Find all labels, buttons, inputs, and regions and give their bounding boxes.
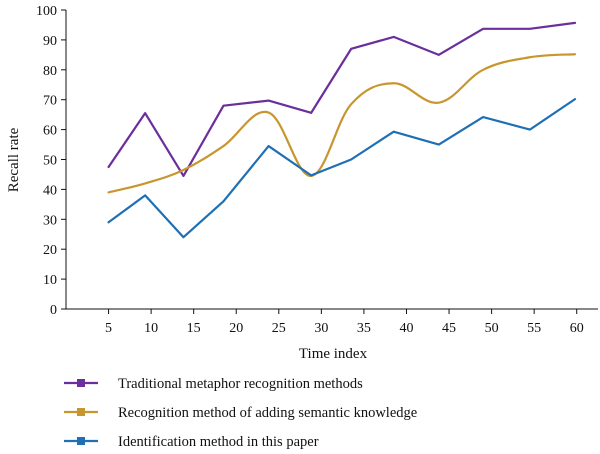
legend-swatch-marker [77,379,85,387]
x-tick-label: 35 [357,321,371,336]
x-tick-label: 15 [187,321,201,336]
y-axis-title: Recall rate [6,127,22,192]
x-axis-title: Time index [299,346,368,362]
y-tick-label: 60 [43,124,57,139]
legend-label: Identification method in this paper [118,434,319,450]
legend-label: Traditional metaphor recognition methods [118,376,363,392]
x-tick-label: 60 [570,321,584,336]
x-tick-label: 10 [144,321,158,336]
x-tick-label: 25 [272,321,286,336]
x-tick-label: 55 [527,321,541,336]
axes: 0 10 20 30 40 50 60 70 80 90 100 5 10 15 20 25 30 35 40 45 5… [36,4,598,336]
legend-swatch-marker [77,408,85,416]
y-tick-label: 100 [36,4,57,19]
x-tick-label: 30 [314,321,328,336]
series-line-2 [107,53,577,194]
y-tick-label: 40 [43,183,57,198]
y-tick-label: 80 [43,64,57,79]
x-tick-label: 45 [442,321,456,336]
y-tick-label: 50 [43,154,57,169]
series-line-3 [107,98,577,239]
y-tick-label: 30 [43,213,57,228]
y-tick-label: 90 [43,34,57,49]
legend: Traditional metaphor recognition methods… [64,376,417,450]
series-line-1 [107,21,577,178]
x-tick-label: 40 [399,321,413,336]
y-tick-label: 70 [43,94,57,109]
y-tick-label: 10 [43,273,57,288]
y-tick-label: 20 [43,243,57,258]
legend-label: Recognition method of adding semantic kn… [118,405,417,421]
x-tick-label: 5 [105,321,112,336]
series-lines [107,21,577,239]
y-tick-label: 0 [50,303,57,318]
x-tick-label: 50 [485,321,499,336]
x-tick-label: 20 [229,321,243,336]
legend-swatch-marker [77,437,85,445]
